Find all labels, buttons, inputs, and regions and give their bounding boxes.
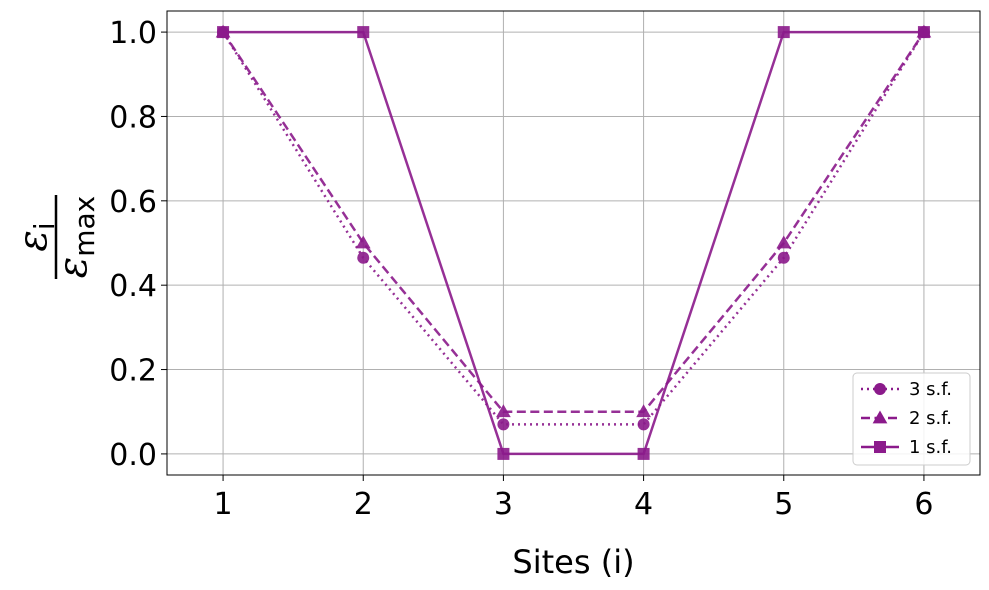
x-tick-label-1: 1 bbox=[214, 487, 233, 522]
data-point-1-s-f-x4 bbox=[637, 447, 650, 460]
data-point-3-s-f-x3 bbox=[497, 418, 510, 431]
legend: 3 s.f. 2 s.f. 1 s.f. bbox=[852, 372, 971, 466]
x-tick-label-3: 3 bbox=[494, 487, 513, 522]
y-axis-label: εi εmax bbox=[10, 195, 101, 279]
y-tick-label-0.2: 0.2 bbox=[109, 354, 157, 389]
y-axis-label-denominator: εmax bbox=[50, 196, 101, 278]
legend-marker-2-s-f bbox=[872, 410, 888, 424]
y-tick-label-0.4: 0.4 bbox=[109, 269, 157, 304]
ticks: 1 2 3 4 5 6 0.0 0.2 0.4 0.6 0.8 1.0 bbox=[109, 16, 933, 522]
legend-item-3-s-f: 3 s.f. bbox=[861, 379, 952, 400]
data-point-3-s-f-x5 bbox=[777, 251, 790, 264]
legend-item-2-s-f: 2 s.f. bbox=[861, 408, 952, 429]
legend-marker-3-s-f bbox=[874, 383, 886, 395]
x-axis-label: Sites (i) bbox=[512, 543, 634, 581]
y-tick-label-0.0: 0.0 bbox=[109, 438, 157, 473]
plot-frame bbox=[166, 10, 981, 476]
y-axis-label-numerator: εi bbox=[10, 222, 61, 251]
legend-marker-1-s-f bbox=[874, 441, 886, 453]
data-point-3-s-f-x2 bbox=[357, 251, 370, 264]
legend-item-1-s-f: 1 s.f. bbox=[861, 437, 952, 458]
data-point-2-s-f-x2 bbox=[355, 235, 371, 249]
data-point-2-s-f-x3 bbox=[496, 404, 511, 418]
x-tick-label-5: 5 bbox=[774, 487, 793, 522]
x-tick-label-6: 6 bbox=[914, 487, 933, 522]
series-1-s-f bbox=[217, 26, 930, 460]
data-point-1-s-f-x1 bbox=[217, 26, 230, 39]
data-point-1-s-f-x2 bbox=[357, 26, 370, 39]
legend-label-3-s-f: 3 s.f. bbox=[909, 379, 952, 400]
data-point-1-s-f-x6 bbox=[917, 26, 930, 39]
data-point-1-s-f-x3 bbox=[497, 447, 510, 460]
y-tick-label-0.8: 0.8 bbox=[109, 100, 157, 135]
data-point-3-s-f-x4 bbox=[637, 418, 650, 431]
y-tick-label-0.6: 0.6 bbox=[109, 185, 157, 220]
legend-label-2-s-f: 2 s.f. bbox=[909, 408, 952, 429]
data-point-1-s-f-x5 bbox=[777, 26, 790, 39]
series-2-s-f bbox=[215, 24, 932, 418]
series-line-2-s-f bbox=[222, 31, 925, 413]
legend-label-1-s-f: 1 s.f. bbox=[909, 437, 952, 458]
y-tick-label-1.0: 1.0 bbox=[109, 16, 157, 51]
data-point-2-s-f-x4 bbox=[636, 404, 651, 418]
series-group bbox=[215, 24, 932, 460]
data-point-2-s-f-x5 bbox=[776, 235, 792, 249]
x-tick-label-2: 2 bbox=[354, 487, 373, 522]
series-line-3-s-f bbox=[222, 31, 925, 426]
x-tick-label-4: 4 bbox=[634, 487, 653, 522]
series-line-1-s-f bbox=[223, 30, 924, 456]
